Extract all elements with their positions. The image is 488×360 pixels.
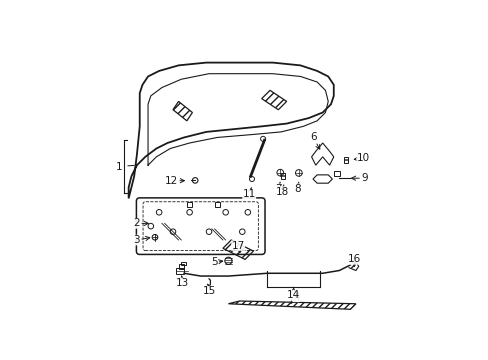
Bar	[178, 264, 183, 269]
Text: 14: 14	[286, 287, 300, 301]
Text: 11: 11	[242, 188, 255, 199]
Bar	[187, 202, 191, 207]
Bar	[343, 157, 347, 163]
Bar	[333, 171, 339, 176]
Bar	[281, 173, 285, 179]
Text: 10: 10	[353, 153, 369, 163]
Text: 5: 5	[211, 257, 222, 267]
Bar	[215, 202, 219, 207]
Bar	[175, 268, 183, 274]
Text: 17: 17	[231, 240, 244, 252]
Bar	[181, 262, 186, 265]
Text: 13: 13	[176, 276, 189, 288]
Text: 9: 9	[351, 173, 367, 183]
Text: 12: 12	[164, 176, 184, 186]
Text: 8: 8	[294, 182, 300, 194]
Text: 7: 7	[274, 182, 281, 194]
Text: 18: 18	[275, 185, 288, 197]
Text: 16: 16	[347, 255, 361, 266]
Text: 4: 4	[290, 292, 299, 303]
Text: 1: 1	[115, 162, 134, 172]
Text: 15: 15	[202, 285, 215, 296]
Text: 3: 3	[133, 235, 149, 245]
Text: 2: 2	[133, 219, 148, 228]
Text: 6: 6	[309, 132, 319, 149]
